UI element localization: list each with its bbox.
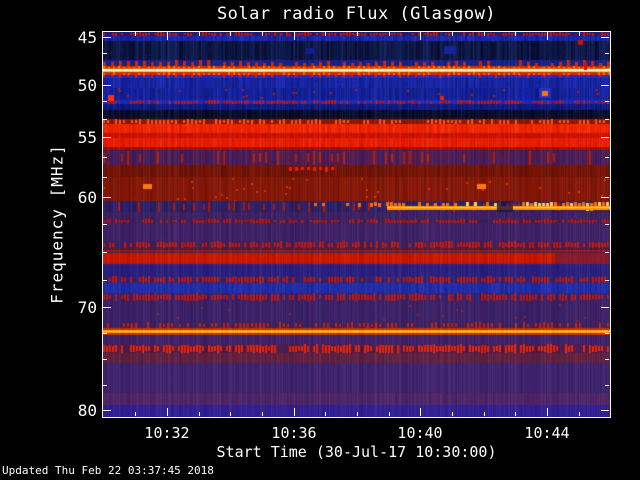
spectrogram-canvas: [103, 32, 610, 417]
x-minor-tick: [515, 32, 516, 36]
y-minor-tick: [605, 333, 609, 334]
y-minor-tick: [103, 333, 107, 334]
y-minor-tick: [103, 224, 107, 225]
chart-title: Solar radio Flux (Glasgow): [216, 4, 497, 24]
x-minor-tick: [452, 412, 453, 416]
y-major-tick: [601, 37, 609, 38]
y-major-tick: [601, 307, 609, 308]
x-major-tick: [547, 32, 548, 40]
x-tick-label: 10:44: [524, 424, 570, 442]
x-minor-tick: [325, 412, 326, 416]
x-minor-tick: [484, 412, 485, 416]
x-tick-label: 10:40: [397, 424, 443, 442]
y-tick-label: 80: [77, 401, 97, 420]
y-minor-tick: [605, 69, 609, 70]
x-minor-tick: [579, 412, 580, 416]
y-tick-label: 70: [77, 298, 97, 317]
x-major-tick: [420, 408, 421, 416]
x-minor-tick: [389, 412, 390, 416]
y-major-tick: [103, 410, 111, 411]
y-minor-tick: [103, 359, 107, 360]
y-minor-tick: [103, 252, 107, 253]
x-tick-label: 10:32: [144, 424, 190, 442]
updated-timestamp: Updated Thu Feb 22 03:37:45 2018: [2, 464, 214, 477]
y-tick-label: 50: [77, 76, 97, 95]
y-major-tick: [103, 85, 111, 86]
y-minor-tick: [103, 177, 107, 178]
x-major-tick: [420, 32, 421, 40]
y-minor-tick: [605, 119, 609, 120]
y-major-tick: [601, 410, 609, 411]
y-minor-tick: [605, 252, 609, 253]
y-minor-tick: [605, 53, 609, 54]
x-minor-tick: [230, 412, 231, 416]
y-minor-tick: [605, 385, 609, 386]
y-minor-tick: [103, 101, 107, 102]
y-major-tick: [601, 137, 609, 138]
x-minor-tick: [262, 32, 263, 36]
y-minor-tick: [103, 280, 107, 281]
x-major-tick: [294, 408, 295, 416]
x-minor-tick: [230, 32, 231, 36]
y-minor-tick: [605, 359, 609, 360]
x-minor-tick: [579, 32, 580, 36]
y-major-tick: [103, 197, 111, 198]
x-major-tick: [167, 32, 168, 40]
x-axis-title: Start Time (30-Jul-17 10:30:00): [216, 443, 497, 461]
y-minor-tick: [103, 385, 107, 386]
y-major-tick: [601, 85, 609, 86]
y-minor-tick: [605, 280, 609, 281]
x-minor-tick: [199, 412, 200, 416]
y-major-tick: [103, 37, 111, 38]
x-major-tick: [167, 408, 168, 416]
y-minor-tick: [605, 177, 609, 178]
plot-area: [102, 31, 611, 418]
y-minor-tick: [605, 101, 609, 102]
y-minor-tick: [103, 53, 107, 54]
y-minor-tick: [103, 157, 107, 158]
y-minor-tick: [103, 69, 107, 70]
x-major-tick: [294, 32, 295, 40]
x-tick-label: 10:36: [271, 424, 317, 442]
y-major-tick: [601, 197, 609, 198]
x-minor-tick: [199, 32, 200, 36]
y-minor-tick: [605, 157, 609, 158]
x-minor-tick: [135, 412, 136, 416]
x-minor-tick: [357, 32, 358, 36]
x-minor-tick: [325, 32, 326, 36]
y-minor-tick: [605, 224, 609, 225]
x-minor-tick: [452, 32, 453, 36]
x-minor-tick: [484, 32, 485, 36]
x-minor-tick: [389, 32, 390, 36]
y-major-tick: [103, 137, 111, 138]
y-tick-label: 55: [77, 128, 97, 147]
x-minor-tick: [515, 412, 516, 416]
y-axis-title: Frequency [MHz]: [47, 144, 67, 304]
x-major-tick: [547, 408, 548, 416]
x-minor-tick: [262, 412, 263, 416]
y-tick-label: 45: [77, 28, 97, 47]
y-tick-label: 60: [77, 188, 97, 207]
y-minor-tick: [103, 119, 107, 120]
x-minor-tick: [357, 412, 358, 416]
x-minor-tick: [135, 32, 136, 36]
y-major-tick: [103, 307, 111, 308]
